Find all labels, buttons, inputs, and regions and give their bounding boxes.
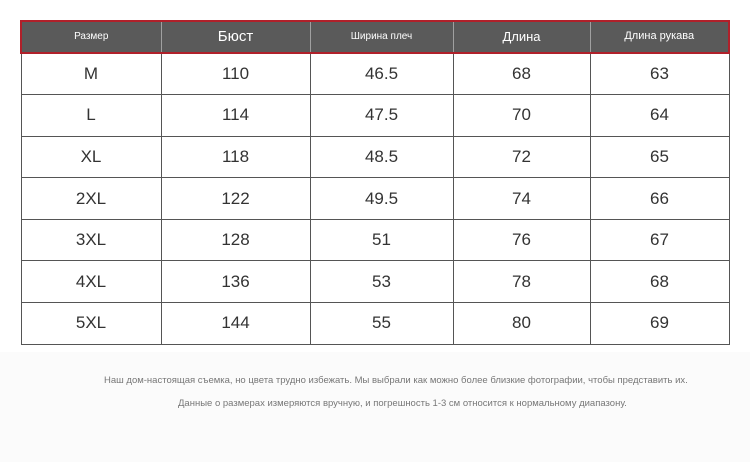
table-row: XL 118 48.5 72 65 bbox=[20, 135, 730, 179]
table-row: 3XL 128 51 76 67 bbox=[20, 218, 730, 262]
header-shoulder-width: Ширина плеч bbox=[309, 20, 454, 54]
table-cell: 122 bbox=[160, 177, 311, 220]
table-cell: 48.5 bbox=[309, 135, 454, 179]
table-cell: 118 bbox=[160, 135, 311, 179]
table-cell: 63 bbox=[589, 52, 730, 96]
table-cell: 128 bbox=[160, 218, 311, 262]
table-cell: 110 bbox=[160, 52, 311, 96]
table-cell: 68 bbox=[589, 260, 730, 304]
table-cell: 78 bbox=[452, 260, 591, 304]
table-row: 5XL 144 55 80 69 bbox=[20, 302, 730, 345]
table-cell: 4XL bbox=[20, 260, 162, 304]
table-cell: 46.5 bbox=[309, 52, 454, 96]
footer-band bbox=[0, 352, 750, 462]
table-cell: M bbox=[20, 52, 162, 96]
table-cell: 47.5 bbox=[309, 94, 454, 137]
table-row: L 114 47.5 70 64 bbox=[20, 94, 730, 137]
table-cell: XL bbox=[20, 135, 162, 179]
table-cell: 49.5 bbox=[309, 177, 454, 220]
table-cell: 69 bbox=[589, 302, 730, 345]
table-cell: 55 bbox=[309, 302, 454, 345]
size-table: Размер Бюст Ширина плеч Длина Длина рука… bbox=[20, 20, 730, 345]
table-cell: L bbox=[20, 94, 162, 137]
header-length: Длина bbox=[452, 20, 591, 54]
table-cell: 66 bbox=[589, 177, 730, 220]
table-cell: 114 bbox=[160, 94, 311, 137]
table-cell: 74 bbox=[452, 177, 591, 220]
header-bust: Бюст bbox=[160, 20, 311, 54]
table-cell: 144 bbox=[160, 302, 311, 345]
table-cell: 70 bbox=[452, 94, 591, 137]
header-sleeve-length: Длина рукава bbox=[589, 20, 730, 54]
table-cell: 76 bbox=[452, 218, 591, 262]
table-row: 4XL 136 53 78 68 bbox=[20, 260, 730, 304]
table-row: 2XL 122 49.5 74 66 bbox=[20, 177, 730, 220]
note-measurement-error: Данные о размерах измеряются вручную, и … bbox=[178, 398, 627, 409]
header-size: Размер bbox=[20, 20, 162, 54]
table-cell: 51 bbox=[309, 218, 454, 262]
table-cell: 64 bbox=[589, 94, 730, 137]
table-cell: 68 bbox=[452, 52, 591, 96]
table-cell: 72 bbox=[452, 135, 591, 179]
table-row: M 110 46.5 68 63 bbox=[20, 52, 730, 96]
table-cell: 136 bbox=[160, 260, 311, 304]
table-cell: 80 bbox=[452, 302, 591, 345]
note-photo-colors: Наш дом-настоящая съемка, но цвета трудн… bbox=[104, 375, 688, 386]
table-cell: 53 bbox=[309, 260, 454, 304]
table-cell: 2XL bbox=[20, 177, 162, 220]
table-cell: 65 bbox=[589, 135, 730, 179]
table-header-row: Размер Бюст Ширина плеч Длина Длина рука… bbox=[20, 20, 730, 54]
table-body: M 110 46.5 68 63 L 114 47.5 70 64 XL 118 48.5 72 65 2XL… bbox=[20, 52, 730, 345]
table-cell: 67 bbox=[589, 218, 730, 262]
table-cell: 3XL bbox=[20, 218, 162, 262]
table-cell: 5XL bbox=[20, 302, 162, 345]
